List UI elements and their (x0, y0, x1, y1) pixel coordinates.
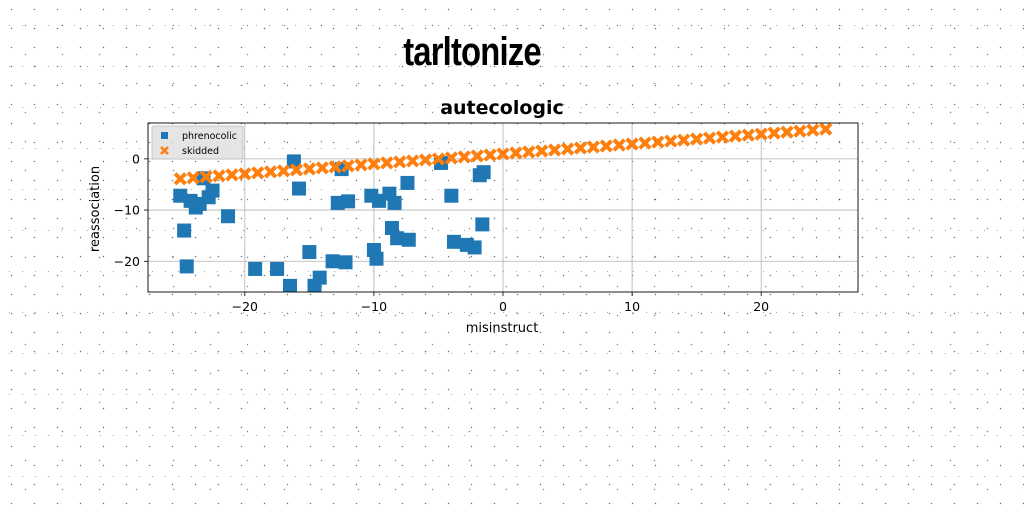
skidded-point (625, 137, 639, 151)
skidded-point (406, 154, 420, 168)
skidded-point (315, 161, 329, 175)
skidded-point (599, 139, 613, 153)
skidded-point (354, 158, 368, 172)
legend: phrenocolic skidded (151, 125, 244, 160)
phrenocolic-point (476, 165, 491, 180)
skidded-point (186, 171, 200, 185)
x-axis-label: misinstruct (466, 321, 539, 336)
x-tick-label: −20 (232, 299, 258, 314)
phrenocolic-point (283, 278, 297, 292)
phrenocolic-point (341, 194, 356, 209)
skidded-point (173, 172, 187, 186)
y-tick-label: 0 (132, 151, 140, 166)
phrenocolic-point (205, 183, 220, 198)
skidded-point (212, 169, 226, 183)
skidded-point (302, 162, 316, 176)
skidded-point (431, 152, 446, 166)
phrenocolic-point (325, 254, 340, 269)
skidded-point (651, 135, 665, 149)
phrenocolic-point (400, 175, 415, 190)
skidded-point (535, 144, 549, 158)
phrenocolic-point (369, 251, 384, 266)
skidded-point (470, 149, 484, 163)
skidded-point (586, 140, 600, 154)
phrenocolic-point (286, 154, 301, 169)
skidded-point (251, 166, 265, 180)
series-layer (173, 123, 833, 292)
y-axis-label: reassociation (88, 166, 103, 252)
legend-label-phrenocolic: phrenocolic (182, 131, 237, 142)
phrenocolic-point (401, 232, 416, 247)
skidded-point (767, 126, 781, 140)
phrenocolic-point (302, 245, 317, 260)
skidded-point (522, 145, 536, 159)
legend-box (151, 125, 244, 160)
skidded-point (483, 148, 497, 162)
skidded-point (264, 165, 278, 179)
skidded-point (780, 125, 794, 139)
skidded-point (276, 164, 291, 178)
phrenocolic-point (338, 255, 353, 270)
skidded-point (702, 131, 717, 145)
skidded-point (793, 124, 807, 138)
phrenocolic-point (270, 261, 285, 276)
skidded-point (560, 142, 575, 156)
phrenocolic-point (390, 231, 405, 246)
skidded-point (806, 123, 820, 137)
skidded-point (728, 129, 742, 143)
phrenocolic-point (387, 195, 402, 210)
phrenocolic-point (179, 259, 194, 274)
skidded-point (715, 130, 730, 144)
chart-title: autecologic (440, 97, 564, 119)
phrenocolic-point (312, 270, 327, 285)
skidded-point (819, 123, 833, 136)
skidded-point (638, 136, 652, 150)
phrenocolic-point (177, 223, 192, 238)
x-tick-label: 0 (499, 299, 507, 314)
skidded-point (380, 156, 394, 170)
y-tick-label: −10 (114, 203, 140, 218)
phrenocolic-point (221, 209, 236, 224)
x-tick-label: −10 (361, 299, 387, 314)
skidded-point (328, 160, 342, 174)
skidded-point (664, 134, 678, 148)
skidded-point (393, 155, 407, 169)
phrenocolic-point (292, 181, 307, 196)
skidded-point (548, 143, 562, 157)
skidded-point (754, 127, 768, 141)
phrenocolic-point (475, 217, 490, 232)
phrenocolic-point (248, 261, 263, 276)
y-tick-label: −20 (114, 254, 140, 269)
skidded-point (289, 163, 304, 177)
page-title: tarltonize (403, 30, 541, 74)
skidded-point (225, 168, 239, 182)
skidded-point (238, 167, 252, 181)
skidded-point (677, 133, 691, 147)
skidded-point (444, 151, 458, 165)
x-tick-label: 10 (624, 299, 640, 314)
skidded-point (573, 141, 588, 155)
skidded-point (509, 146, 523, 160)
skidded-point (418, 153, 433, 167)
legend-marker-phrenocolic (161, 132, 168, 139)
phrenocolic-point (446, 234, 461, 249)
skidded-point (367, 157, 381, 171)
legend-marker-skidded (160, 146, 169, 155)
phrenocolic-point (467, 240, 482, 255)
phrenocolic-point (444, 188, 459, 203)
skidded-point (741, 128, 755, 142)
skidded-point (612, 138, 626, 152)
skidded-point (690, 132, 704, 146)
skidded-point (457, 150, 471, 164)
skidded-point (199, 170, 213, 184)
x-tick-label: 20 (753, 299, 769, 314)
legend-label-skidded: skidded (182, 146, 219, 157)
skidded-point (341, 159, 355, 173)
skidded-point (496, 147, 510, 161)
axis-layer: −20 −10 0 10 20 −20 −10 0 (114, 151, 770, 314)
